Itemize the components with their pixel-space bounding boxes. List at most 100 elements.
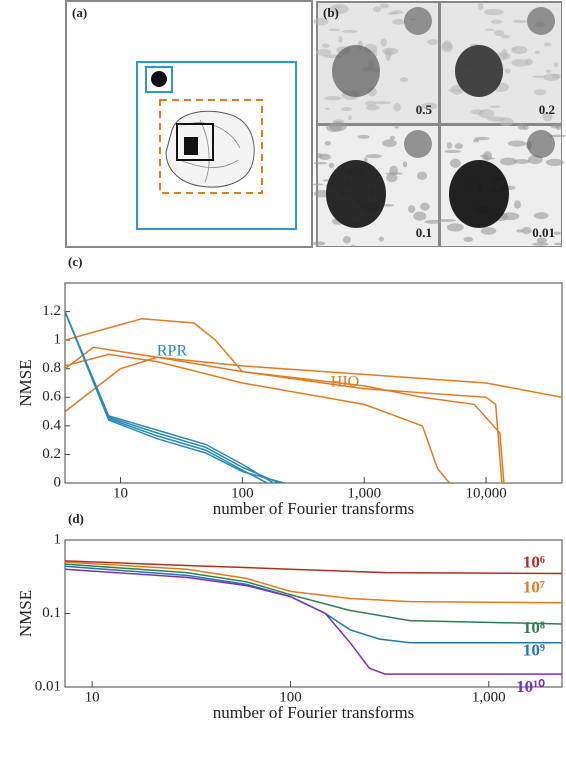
texture (338, 36, 343, 43)
data-line (65, 311, 274, 483)
series-label: 10¹⁰ (516, 677, 545, 696)
texture (311, 241, 326, 246)
y-tick-label: 0 (54, 474, 62, 490)
texture (504, 68, 511, 74)
texture (444, 149, 461, 154)
texture (517, 122, 525, 130)
texture (328, 28, 340, 32)
texture (373, 6, 382, 13)
x-tick-label: 10,000 (465, 485, 506, 501)
x-tick-label: 10 (113, 485, 128, 501)
series-label: 10⁶ (523, 552, 545, 571)
texture (357, 134, 370, 139)
y-tick-label: 1 (54, 531, 62, 547)
y-tick-label: 0.01 (35, 678, 61, 694)
texture (417, 171, 428, 180)
texture (378, 236, 385, 242)
blob (404, 7, 432, 35)
texture (436, 219, 457, 222)
blob (455, 45, 503, 97)
texture (516, 229, 524, 233)
annotation: RPR (157, 343, 188, 360)
panel-label: (d) (68, 511, 84, 526)
texture (351, 244, 356, 247)
texture (511, 59, 530, 67)
panel-label: (c) (68, 254, 82, 269)
annotation: HIO (331, 374, 359, 391)
blob (332, 45, 380, 97)
texture (545, 69, 551, 73)
texture (313, 189, 330, 198)
texture (478, 2, 484, 11)
texture (500, 212, 520, 221)
texture (328, 162, 335, 169)
texture (341, 29, 358, 33)
series-label: 10⁹ (523, 641, 545, 660)
y-axis-label: NMSE (16, 590, 35, 637)
texture (366, 104, 380, 111)
data-line (65, 311, 268, 483)
texture (542, 111, 553, 122)
texture (340, 107, 353, 112)
texture (549, 134, 566, 138)
texture (365, 154, 383, 159)
texture (474, 136, 490, 141)
texture (347, 115, 353, 121)
x-tick-label: 1,000 (472, 689, 506, 705)
texture (446, 223, 464, 232)
panel-a: (a) (65, 0, 313, 248)
texture (449, 158, 461, 168)
texture (511, 47, 517, 51)
tile-label: 0.5 (416, 102, 433, 117)
blob (449, 160, 509, 228)
texture (323, 96, 343, 101)
x-axis-label: number of Fourier transforms (213, 499, 415, 518)
data-line (65, 560, 562, 575)
texture (532, 242, 549, 246)
texture (316, 48, 332, 57)
texture (402, 161, 408, 168)
texture (324, 107, 330, 111)
x-axis-label: number of Fourier transforms (213, 703, 415, 722)
texture (551, 73, 562, 79)
texture (533, 89, 547, 96)
texture (421, 102, 438, 110)
texture (413, 211, 427, 221)
texture (324, 140, 331, 146)
data-line (65, 346, 505, 483)
y-tick-label: 1 (54, 332, 62, 348)
blob (527, 7, 555, 35)
texture (342, 235, 351, 244)
blob (404, 130, 432, 158)
blob (326, 160, 386, 228)
texture (313, 161, 328, 165)
texture (499, 117, 514, 127)
data-line (65, 317, 503, 483)
texture (407, 205, 416, 214)
plot-lines (65, 560, 562, 675)
texture (553, 62, 559, 68)
texture (389, 135, 396, 141)
texture (545, 158, 564, 167)
data-line (65, 563, 562, 625)
texture (326, 123, 343, 133)
texture (463, 236, 474, 242)
texture (335, 6, 341, 9)
texture (543, 42, 552, 47)
texture (387, 11, 399, 15)
data-line (65, 356, 562, 413)
texture (499, 157, 517, 166)
texture (318, 153, 331, 160)
panel-b: 0.5 0.2 0.1 0.01 (311, 1, 566, 247)
tile-label: 0.2 (539, 102, 555, 117)
texture (446, 142, 453, 149)
tile-label: 0.1 (416, 225, 432, 240)
texture (329, 4, 349, 14)
data-line (65, 353, 450, 483)
texture (473, 139, 480, 143)
texture (521, 227, 532, 235)
texture (536, 237, 548, 244)
texture (363, 157, 368, 163)
data-line (65, 568, 562, 675)
y-tick-label: 0.1 (42, 605, 61, 621)
